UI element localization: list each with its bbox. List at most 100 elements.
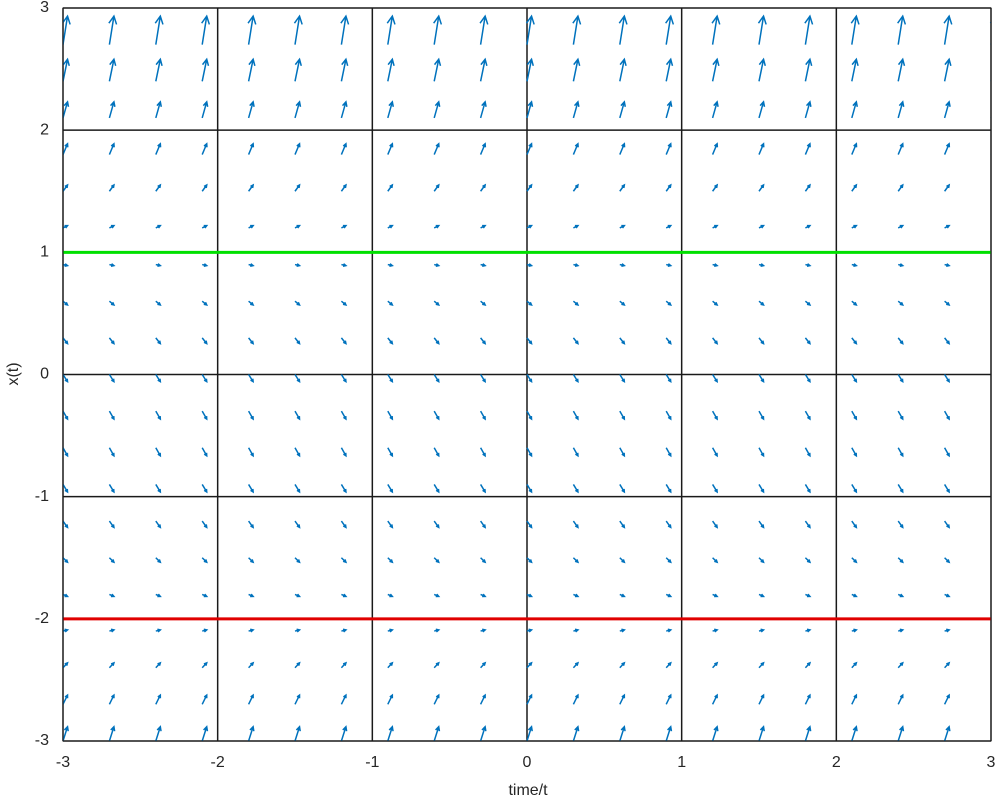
arrow xyxy=(341,593,348,598)
arrow xyxy=(527,8,528,9)
arrow xyxy=(480,593,487,598)
arrow xyxy=(619,661,626,669)
arrow xyxy=(897,410,904,421)
arrow xyxy=(293,14,303,45)
arrow xyxy=(63,57,70,82)
arrow xyxy=(804,484,811,494)
arrow xyxy=(109,8,111,9)
arrow xyxy=(572,520,579,529)
arrow xyxy=(155,520,162,529)
arrow xyxy=(665,57,674,82)
arrow xyxy=(63,693,69,705)
arrow xyxy=(619,300,626,306)
arrow xyxy=(340,14,350,45)
arrow xyxy=(804,557,812,564)
arrow xyxy=(340,484,347,494)
arrow xyxy=(758,224,766,229)
arrow xyxy=(155,263,162,268)
arrow xyxy=(155,142,162,155)
arrow xyxy=(387,263,394,268)
arrow xyxy=(155,557,162,564)
arrow xyxy=(294,557,301,564)
arrow xyxy=(340,374,347,384)
arrow xyxy=(479,725,487,741)
arrow xyxy=(526,337,533,345)
arrow xyxy=(619,693,626,705)
y-tick-label: 1 xyxy=(40,244,49,261)
arrow xyxy=(851,447,858,458)
arrow xyxy=(526,520,533,529)
arrow xyxy=(572,447,579,458)
arrow xyxy=(943,693,950,705)
arrow xyxy=(433,57,442,82)
arrow xyxy=(340,300,348,306)
arrow xyxy=(155,447,162,458)
x-tick-label: 2 xyxy=(832,754,841,771)
arrow xyxy=(294,628,302,633)
arrow xyxy=(63,374,69,384)
arrow xyxy=(155,224,162,229)
arrow xyxy=(897,183,904,192)
arrow xyxy=(387,410,394,421)
arrow xyxy=(433,374,440,384)
arrow xyxy=(665,725,673,741)
arrow xyxy=(804,447,811,458)
arrow xyxy=(665,593,673,598)
arrow xyxy=(247,693,254,705)
arrow xyxy=(758,374,765,384)
arrow xyxy=(155,57,163,82)
arrow xyxy=(340,725,348,741)
arrow xyxy=(433,661,440,669)
arrow xyxy=(712,593,719,598)
arrow xyxy=(619,183,626,192)
arrow xyxy=(665,100,673,119)
arrow xyxy=(201,14,211,45)
arrow xyxy=(340,337,347,345)
arrow xyxy=(433,224,441,229)
arrow xyxy=(155,725,162,741)
arrow xyxy=(294,57,302,82)
arrow xyxy=(898,263,905,268)
arrow xyxy=(63,484,69,494)
arrow xyxy=(897,484,904,494)
arrow xyxy=(619,337,626,345)
y-tick-label: -3 xyxy=(35,732,49,749)
arrow xyxy=(526,224,534,229)
arrow xyxy=(712,300,719,306)
arrow xyxy=(526,661,533,669)
arrow xyxy=(387,100,395,119)
arrow xyxy=(108,725,116,741)
x-axis-label: time/t xyxy=(508,782,548,799)
arrow xyxy=(572,57,581,82)
arrow xyxy=(63,183,69,192)
arrow xyxy=(944,8,946,9)
arrow xyxy=(63,142,69,155)
arrow xyxy=(340,142,347,155)
arrow xyxy=(758,484,765,494)
arrow xyxy=(665,224,673,229)
arrow xyxy=(711,14,721,45)
arrow xyxy=(108,100,116,119)
arrow xyxy=(711,183,719,192)
arrow xyxy=(433,447,440,458)
arrow xyxy=(805,224,812,229)
arrow xyxy=(63,725,69,741)
arrow xyxy=(897,374,904,384)
y-tick-label: 0 xyxy=(40,366,49,383)
arrow xyxy=(480,300,487,306)
arrow xyxy=(294,100,302,119)
arrow xyxy=(247,447,254,458)
arrow xyxy=(851,57,859,82)
arrow xyxy=(572,337,579,345)
arrow xyxy=(851,410,858,421)
arrow xyxy=(573,628,580,633)
arrow xyxy=(201,142,208,155)
arrow xyxy=(387,183,394,192)
arrow xyxy=(63,447,69,458)
arrow xyxy=(247,374,255,384)
arrow xyxy=(108,374,115,384)
arrow xyxy=(572,725,580,741)
arrow xyxy=(851,374,858,384)
arrow xyxy=(851,224,858,229)
